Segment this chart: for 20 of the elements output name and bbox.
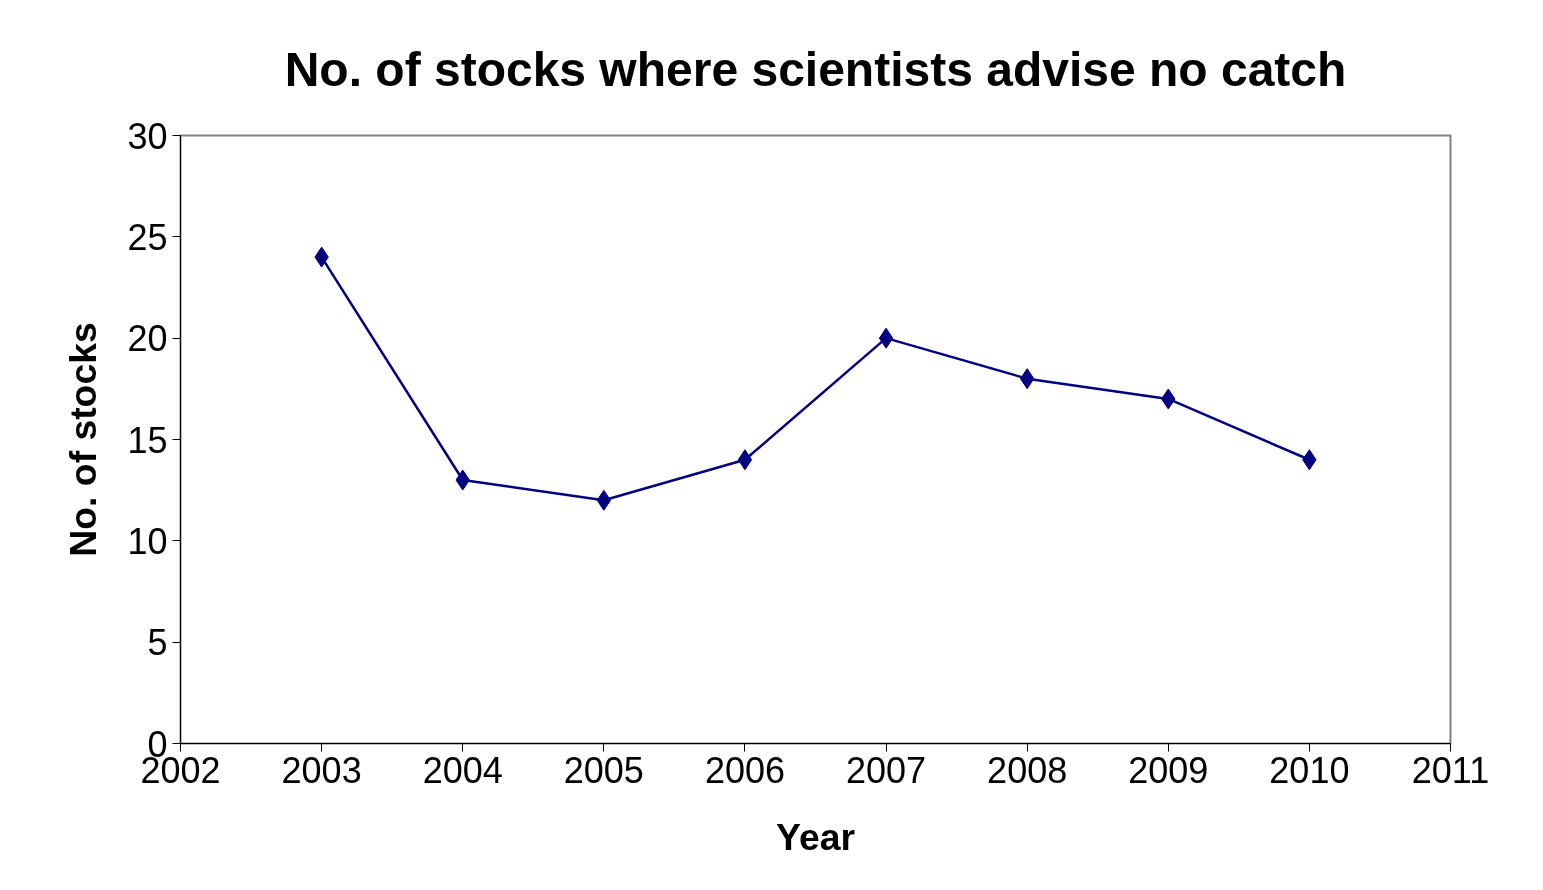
x-tick-label: 2006 <box>704 749 785 791</box>
y-tick-label: 5 <box>147 622 168 664</box>
y-tick-label: 10 <box>127 520 168 562</box>
x-tick-label: 2005 <box>563 749 644 791</box>
point <box>737 449 753 471</box>
x-tick-label: 2004 <box>422 749 503 791</box>
x-tick-label: 2010 <box>1269 749 1350 791</box>
chart-title: No. of stocks where scientists advise no catch <box>284 42 1347 96</box>
y-tick-label: 25 <box>127 216 168 258</box>
x-tick-label: 2011 <box>1411 749 1490 791</box>
y-tick-label: 20 <box>127 318 168 360</box>
x-tick-label: 2007 <box>846 749 927 791</box>
x-tick-label: 2008 <box>987 749 1068 791</box>
y-axis-title: No. of stocks <box>62 322 105 557</box>
point <box>878 327 894 349</box>
y-tick-label: 15 <box>127 419 168 461</box>
x-axis-title: Year <box>776 815 855 858</box>
y-tick-label: 30 <box>127 115 168 157</box>
x-tick-label: 2009 <box>1128 749 1209 791</box>
x-tick-label: 2003 <box>281 749 362 791</box>
